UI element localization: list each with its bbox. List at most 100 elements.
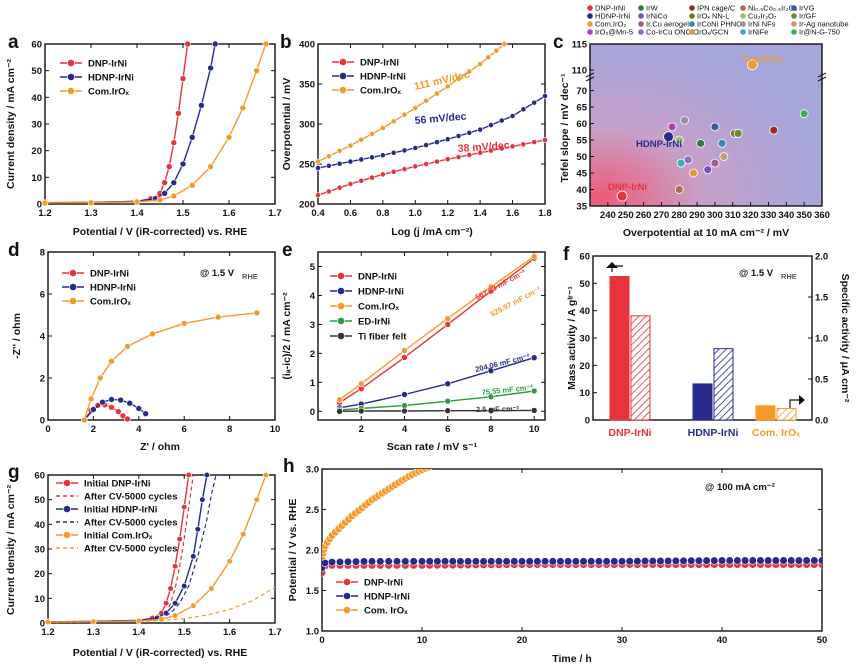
series-line <box>339 409 535 412</box>
y-tick-label: 4 <box>40 332 46 343</box>
data-point <box>710 158 720 168</box>
x-tick-label: 1.0 <box>409 208 422 219</box>
point-label-dnp: DNP-IrNi <box>608 182 647 193</box>
legend-marker <box>337 317 345 325</box>
panel-label-d: d <box>8 240 20 261</box>
data-point <box>190 553 197 560</box>
data-point <box>748 556 757 565</box>
data-point <box>625 557 634 566</box>
data-point <box>702 556 711 565</box>
series-line <box>339 357 535 409</box>
x-axis-title: Overpotential at 10 mA cm⁻² / mV <box>623 227 789 239</box>
data-point <box>725 556 734 565</box>
data-point <box>194 526 201 533</box>
legend-marker <box>63 479 71 487</box>
legend-marker <box>63 505 71 513</box>
legend-label: IrW <box>646 4 659 13</box>
legend-label: Com.IrO₂ <box>595 20 626 29</box>
y-tick-label: 10 <box>579 388 590 399</box>
data-point <box>683 155 693 165</box>
data-point <box>409 557 418 566</box>
y-tick-label: 3.0 <box>306 465 319 476</box>
x-tick-label: 40 <box>717 635 728 646</box>
panel-label-g: g <box>8 462 20 483</box>
data-point <box>610 557 619 566</box>
data-point <box>180 320 188 327</box>
axis-break <box>817 72 827 78</box>
legend-marker <box>740 29 746 35</box>
condition-label: @ 1.5 V <box>739 268 774 279</box>
data-point <box>455 76 462 82</box>
legend-label: Co-IrCu ONC/C <box>646 28 699 37</box>
plot-frame <box>589 43 823 207</box>
data-point <box>327 558 337 567</box>
y-tick-label: 350 <box>299 80 315 91</box>
data-point <box>617 557 627 566</box>
data-point <box>488 122 494 128</box>
data-point <box>579 557 588 566</box>
legend-label: Cu₂Ir₂O₇ <box>748 12 777 21</box>
data-point <box>179 75 187 82</box>
data-point <box>161 179 168 186</box>
x-tick-label: 8 <box>488 424 493 435</box>
x-tick-label: 1.6 <box>222 208 235 219</box>
x-tick-label: 4 <box>402 424 408 435</box>
data-point <box>756 556 765 565</box>
data-point <box>488 147 494 154</box>
data-point <box>680 115 689 125</box>
x-tick-label: 1.2 <box>441 208 454 219</box>
data-point <box>487 367 495 375</box>
y-axis-title: Overpotential / mV <box>281 78 293 171</box>
legend-label: Com.IrOₓ <box>88 87 129 98</box>
y-tick-label: 50 <box>34 495 45 506</box>
y-tick-label: 5 <box>310 262 316 273</box>
data-point <box>779 556 788 565</box>
data-point <box>477 126 484 133</box>
y-tick-label: 50 <box>31 66 42 77</box>
legend-label: Initial DNP-IrNi <box>84 479 151 490</box>
data-point <box>203 471 210 479</box>
data-point <box>119 412 127 420</box>
y-tick-label-right: 1.0 <box>815 334 828 345</box>
y-tick-label: 50 <box>576 152 587 163</box>
x-axis-title: Log (j /mA cm⁻²) <box>391 226 473 238</box>
data-point <box>740 556 750 565</box>
legend-label: IrNiCo <box>646 12 667 21</box>
y-tick-label: 2.0 <box>306 546 319 557</box>
plot-area <box>322 469 822 577</box>
data-point <box>142 410 149 418</box>
data-point <box>412 145 419 151</box>
y-tick-label: 50 <box>579 279 590 290</box>
arrowhead <box>799 395 805 405</box>
data-point <box>710 122 720 132</box>
y-tick-label: 110 <box>572 66 587 77</box>
data-point <box>787 556 796 565</box>
panel-h: 0 10 20 30 40 50 1.0 1.5 2.0 2.5 3.0 DNP-IrNi HDNP-I… <box>283 456 827 665</box>
legend-label: IrVG <box>799 4 815 13</box>
data-point <box>517 557 527 566</box>
x-tick-label: 240 <box>600 210 616 221</box>
y-tick-label: 30 <box>34 545 45 556</box>
data-point <box>347 158 354 165</box>
legend-label: IrOₓ NN-L <box>697 12 729 21</box>
condition-subscript: RHE <box>242 272 258 281</box>
data-point <box>444 397 452 405</box>
data-point <box>530 407 538 414</box>
data-point <box>165 163 173 170</box>
data-point <box>525 557 534 566</box>
data-point <box>502 557 511 566</box>
legend-marker <box>791 21 797 27</box>
data-point <box>172 612 179 619</box>
legend-marker <box>339 86 347 94</box>
data-point <box>434 158 440 165</box>
y-tick-label: 30 <box>579 334 590 345</box>
data-point <box>239 104 247 112</box>
series-line <box>339 255 535 401</box>
category-label: HDNP-IrNi <box>688 427 739 439</box>
y-tick-label: 0 <box>310 407 315 418</box>
condition-label: @ 1.5 V <box>200 268 235 279</box>
legend-label: After CV-5000 cycles <box>84 518 177 529</box>
series-line <box>83 312 257 421</box>
legend-label: Com.IrOₓ <box>360 86 401 97</box>
data-point <box>401 391 408 398</box>
